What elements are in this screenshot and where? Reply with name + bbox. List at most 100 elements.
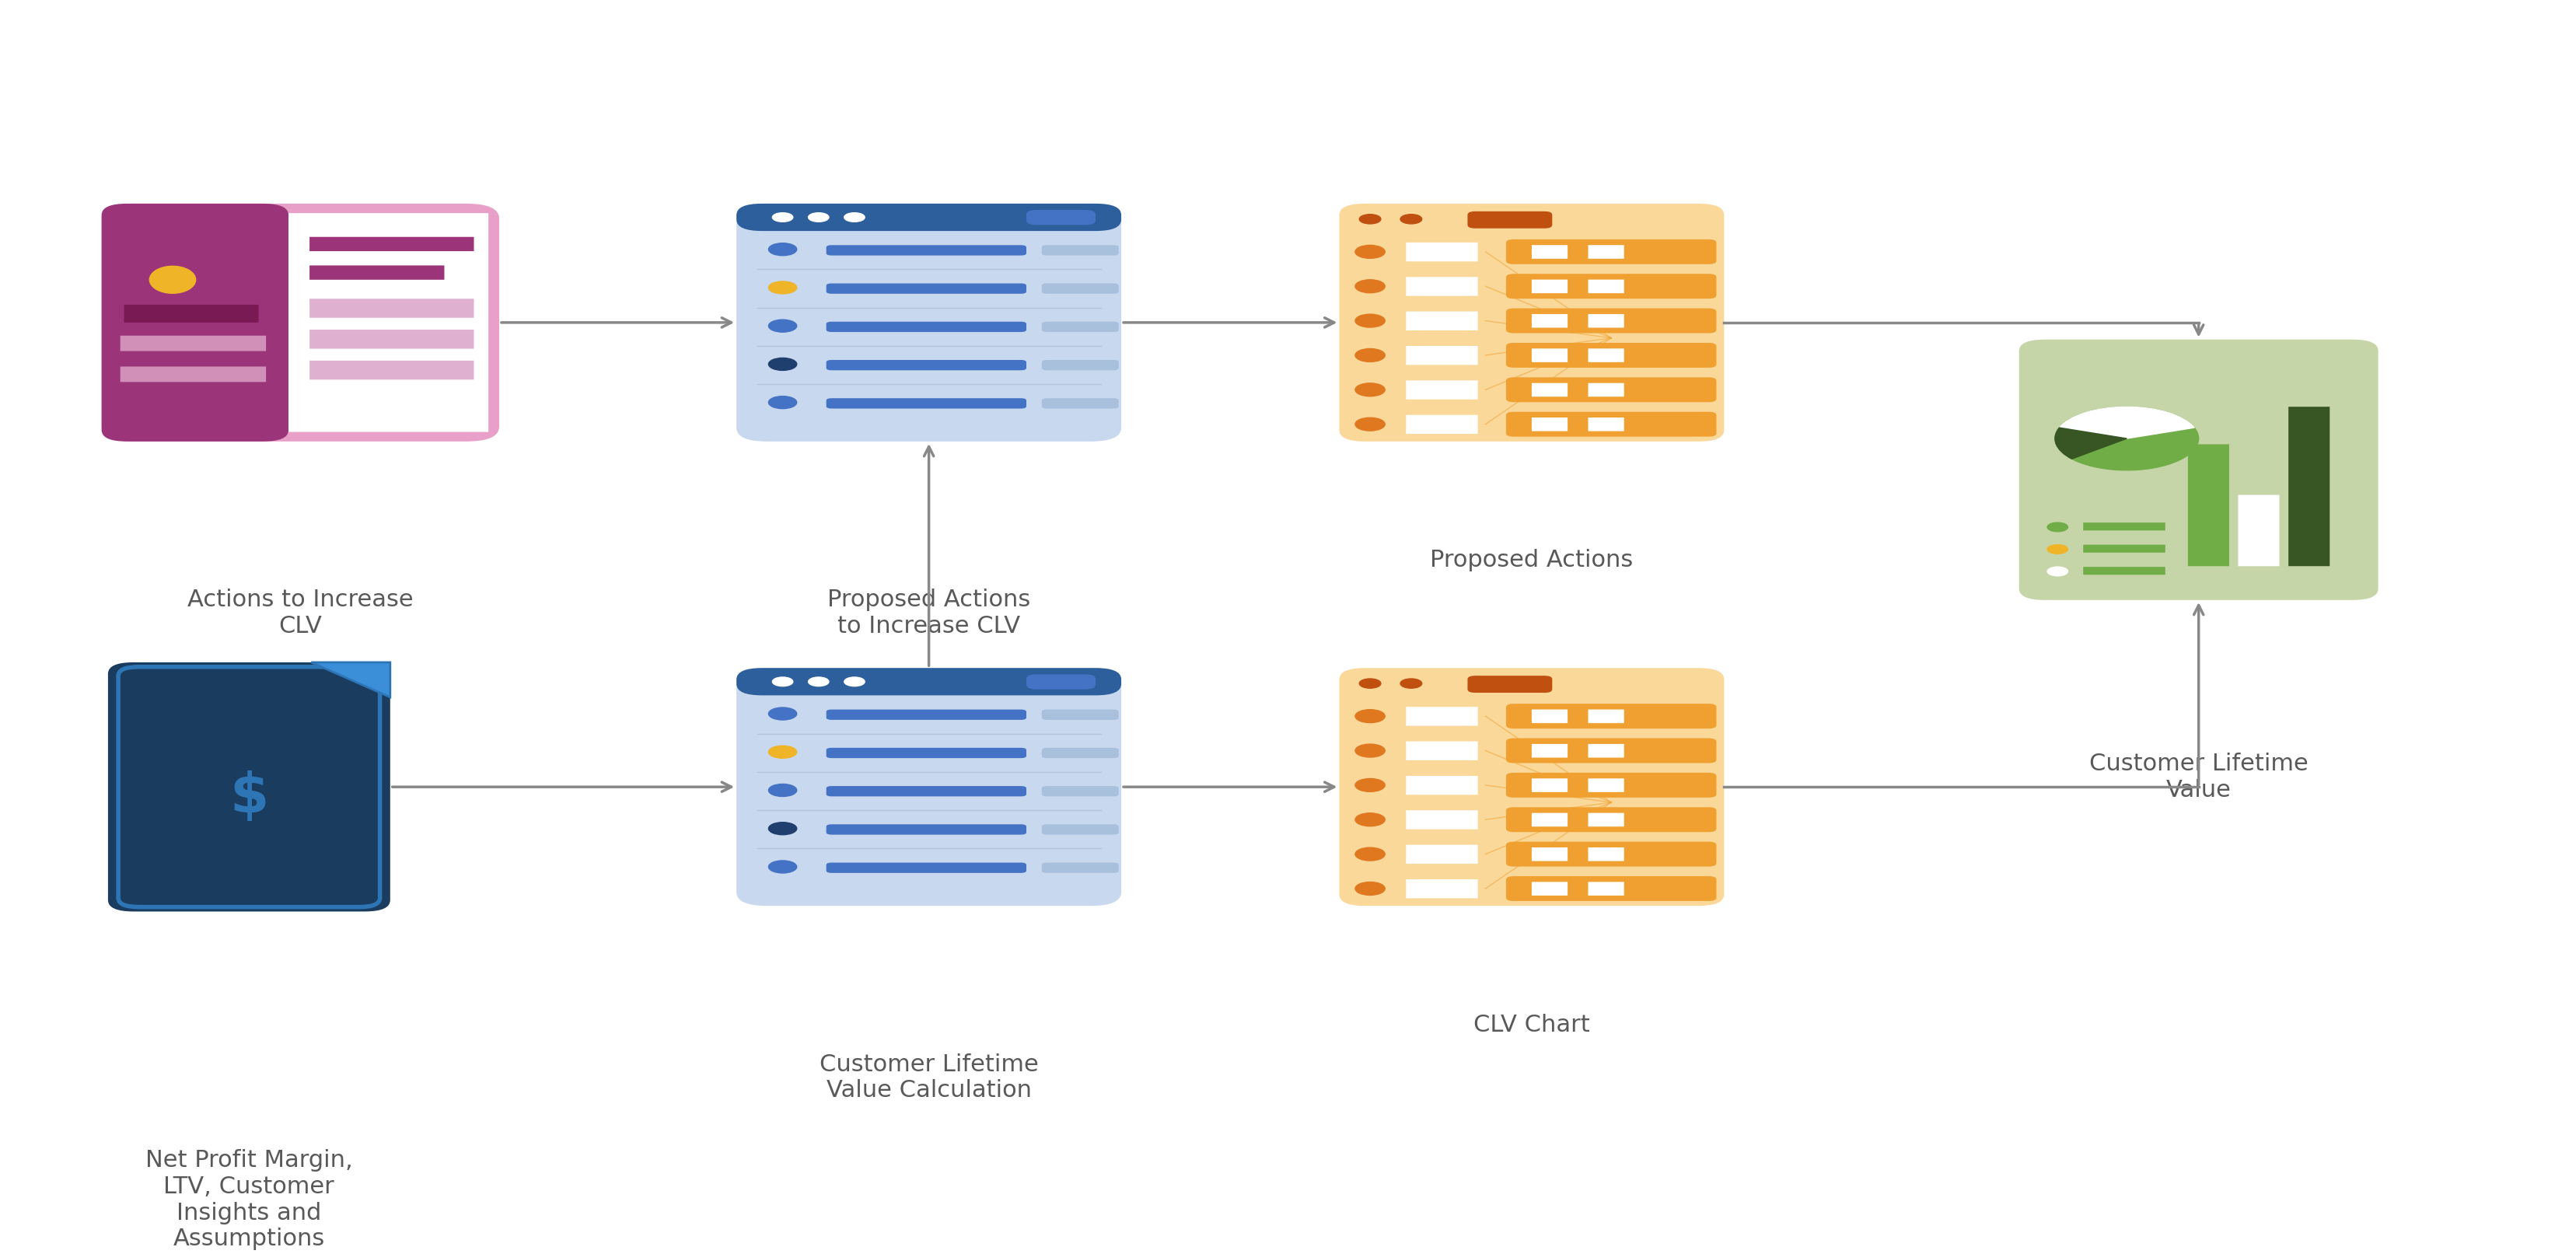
FancyBboxPatch shape: [309, 298, 474, 317]
FancyBboxPatch shape: [1041, 824, 1118, 835]
Ellipse shape: [149, 266, 196, 293]
FancyBboxPatch shape: [1041, 399, 1118, 409]
FancyBboxPatch shape: [108, 662, 389, 912]
Circle shape: [1355, 246, 1386, 258]
Circle shape: [768, 784, 796, 796]
FancyBboxPatch shape: [1589, 314, 1623, 327]
FancyBboxPatch shape: [1025, 675, 1095, 690]
Text: $: $: [229, 770, 268, 824]
Circle shape: [768, 243, 796, 256]
Polygon shape: [312, 662, 389, 697]
FancyBboxPatch shape: [1589, 710, 1623, 724]
Circle shape: [768, 281, 796, 293]
FancyBboxPatch shape: [1533, 349, 1569, 362]
FancyBboxPatch shape: [121, 366, 265, 382]
FancyBboxPatch shape: [1589, 245, 1623, 258]
FancyBboxPatch shape: [1406, 242, 1479, 261]
Circle shape: [1355, 418, 1386, 431]
FancyBboxPatch shape: [1533, 314, 1569, 327]
FancyBboxPatch shape: [309, 266, 443, 280]
FancyBboxPatch shape: [1041, 710, 1118, 720]
Wedge shape: [2056, 428, 2128, 459]
Circle shape: [768, 396, 796, 409]
FancyBboxPatch shape: [827, 399, 1025, 409]
FancyBboxPatch shape: [1406, 741, 1479, 760]
Circle shape: [2056, 406, 2200, 470]
FancyBboxPatch shape: [1589, 349, 1623, 362]
FancyBboxPatch shape: [289, 213, 489, 431]
FancyBboxPatch shape: [1589, 848, 1623, 861]
FancyBboxPatch shape: [1589, 418, 1623, 431]
FancyBboxPatch shape: [1025, 209, 1095, 224]
Circle shape: [1360, 214, 1381, 223]
Circle shape: [768, 746, 796, 759]
Circle shape: [768, 707, 796, 720]
FancyBboxPatch shape: [1468, 676, 1553, 692]
FancyBboxPatch shape: [1041, 863, 1118, 873]
Circle shape: [1355, 813, 1386, 826]
FancyBboxPatch shape: [309, 330, 474, 349]
FancyBboxPatch shape: [827, 710, 1025, 720]
Circle shape: [2048, 523, 2069, 532]
Circle shape: [845, 213, 866, 222]
FancyBboxPatch shape: [827, 360, 1025, 370]
FancyBboxPatch shape: [2084, 523, 2166, 530]
FancyBboxPatch shape: [1507, 377, 1716, 403]
FancyBboxPatch shape: [1406, 810, 1479, 829]
Text: Customer Lifetime
Value Calculation: Customer Lifetime Value Calculation: [819, 1053, 1038, 1102]
FancyBboxPatch shape: [1589, 744, 1623, 757]
FancyBboxPatch shape: [1406, 776, 1479, 795]
Circle shape: [1360, 678, 1381, 688]
FancyBboxPatch shape: [1340, 203, 1723, 441]
FancyBboxPatch shape: [1041, 786, 1118, 796]
FancyBboxPatch shape: [1041, 747, 1118, 759]
FancyBboxPatch shape: [827, 322, 1025, 332]
Circle shape: [2048, 567, 2069, 576]
FancyBboxPatch shape: [1406, 845, 1479, 864]
FancyBboxPatch shape: [1406, 415, 1479, 434]
FancyBboxPatch shape: [1468, 212, 1553, 228]
FancyBboxPatch shape: [1406, 380, 1479, 399]
FancyBboxPatch shape: [2239, 495, 2280, 566]
FancyBboxPatch shape: [100, 203, 500, 441]
FancyBboxPatch shape: [1507, 703, 1716, 729]
Text: Proposed Actions: Proposed Actions: [1430, 549, 1633, 572]
FancyBboxPatch shape: [2287, 406, 2329, 566]
Circle shape: [1355, 349, 1386, 362]
Circle shape: [1401, 678, 1422, 688]
Circle shape: [1355, 848, 1386, 860]
FancyBboxPatch shape: [1507, 772, 1716, 798]
FancyBboxPatch shape: [827, 245, 1025, 256]
FancyBboxPatch shape: [737, 203, 1121, 441]
FancyBboxPatch shape: [1507, 808, 1716, 833]
Circle shape: [1401, 214, 1422, 223]
FancyBboxPatch shape: [1507, 877, 1716, 902]
FancyBboxPatch shape: [1533, 779, 1569, 793]
FancyBboxPatch shape: [1533, 848, 1569, 861]
Circle shape: [768, 860, 796, 873]
Text: Proposed Actions
to Increase CLV: Proposed Actions to Increase CLV: [827, 588, 1030, 637]
Text: Customer Lifetime
Value: Customer Lifetime Value: [2089, 752, 2308, 801]
FancyBboxPatch shape: [100, 203, 289, 441]
Circle shape: [1355, 744, 1386, 757]
FancyBboxPatch shape: [1406, 707, 1479, 726]
FancyBboxPatch shape: [1589, 779, 1623, 793]
FancyBboxPatch shape: [827, 747, 1025, 759]
FancyBboxPatch shape: [1533, 418, 1569, 431]
FancyBboxPatch shape: [827, 283, 1025, 293]
Circle shape: [768, 320, 796, 332]
FancyBboxPatch shape: [1507, 841, 1716, 867]
FancyBboxPatch shape: [1589, 280, 1623, 293]
FancyBboxPatch shape: [1406, 277, 1479, 296]
FancyBboxPatch shape: [309, 361, 474, 380]
Circle shape: [1355, 384, 1386, 396]
FancyBboxPatch shape: [1507, 411, 1716, 436]
FancyBboxPatch shape: [2084, 567, 2166, 574]
FancyBboxPatch shape: [1507, 739, 1716, 764]
Circle shape: [1355, 779, 1386, 791]
FancyBboxPatch shape: [1589, 813, 1623, 826]
Circle shape: [768, 823, 796, 835]
Text: CLV Chart: CLV Chart: [1473, 1013, 1589, 1036]
FancyBboxPatch shape: [1340, 668, 1723, 905]
FancyBboxPatch shape: [2020, 340, 2378, 599]
